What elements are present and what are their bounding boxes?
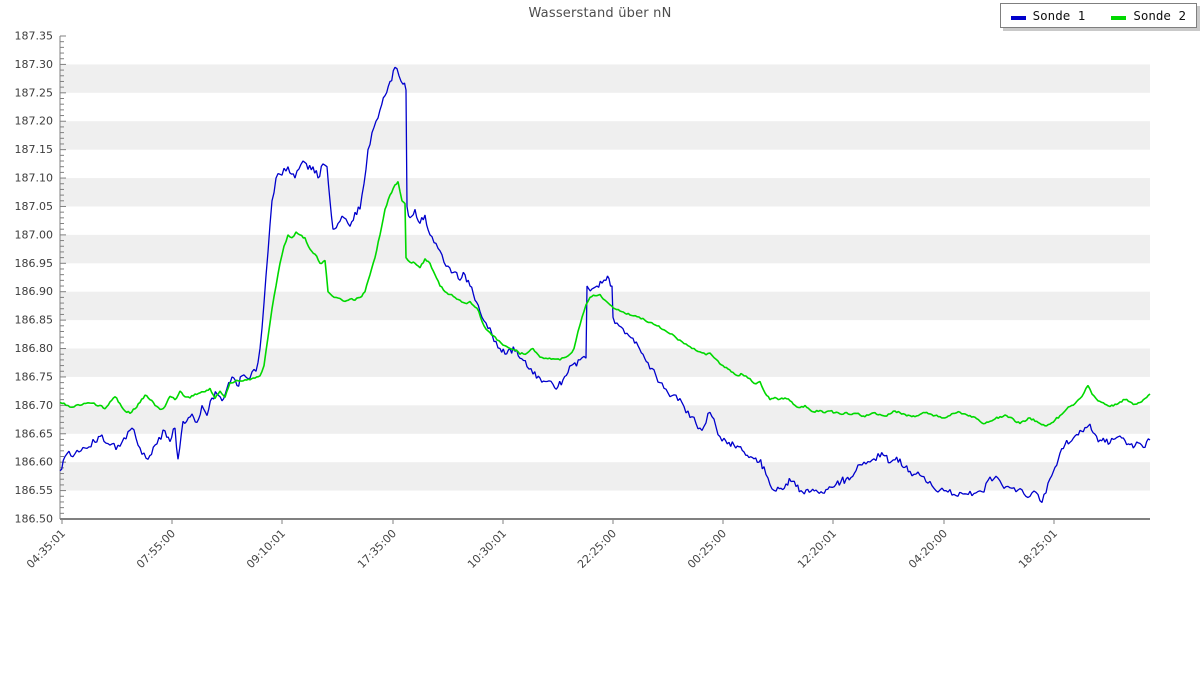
legend-label-sonde-2: Sonde 2 (1133, 8, 1186, 23)
svg-text:186.70: 186.70 (15, 399, 54, 412)
svg-text:04:35:01: 04:35:01 (24, 527, 68, 571)
svg-text:10:30:01: 10:30:01 (465, 527, 509, 571)
legend-label-sonde-1: Sonde 1 (1032, 8, 1086, 23)
svg-text:00:25:00: 00:25:00 (685, 527, 729, 571)
svg-text:186.90: 186.90 (15, 285, 54, 298)
chart-canvas: 186.50 186.55 186.60 186.65 186.70 186.75 186.… (15, 30, 1151, 571)
svg-text:187.10: 187.10 (15, 172, 54, 185)
legend-item-sonde-2: Sonde 2 (1111, 8, 1186, 23)
svg-text:187.15: 187.15 (15, 143, 54, 156)
svg-text:186.80: 186.80 (15, 342, 54, 355)
chart-title: Wasserstand über nN (528, 6, 672, 21)
svg-text:22:25:00: 22:25:00 (575, 527, 619, 571)
svg-text:186.95: 186.95 (15, 257, 54, 270)
svg-text:187.35: 187.35 (15, 30, 54, 43)
svg-text:187.30: 187.30 (15, 58, 54, 71)
svg-text:186.85: 186.85 (15, 314, 54, 327)
svg-text:07:55:00: 07:55:00 (134, 527, 178, 571)
svg-text:187.20: 187.20 (15, 115, 54, 128)
svg-text:187.05: 187.05 (15, 200, 54, 213)
svg-text:186.75: 186.75 (15, 370, 54, 383)
svg-text:186.60: 186.60 (15, 456, 54, 469)
svg-text:187.25: 187.25 (15, 86, 54, 99)
svg-text:04:20:00: 04:20:00 (906, 527, 950, 571)
legend: Sonde 1 Sonde 2 (999, 3, 1197, 28)
svg-text:187.00: 187.00 (15, 228, 54, 241)
legend-marker-sonde-2 (1111, 16, 1127, 20)
svg-text:186.65: 186.65 (15, 427, 54, 440)
svg-text:17:35:00: 17:35:00 (355, 527, 399, 571)
legend-marker-sonde-1 (1010, 16, 1026, 20)
svg-text:186.50: 186.50 (15, 513, 54, 526)
svg-text:09:10:01: 09:10:01 (244, 527, 288, 571)
svg-text:12:20:01: 12:20:01 (795, 527, 839, 571)
legend-item-sonde-1: Sonde 1 (1010, 8, 1086, 23)
svg-text:186.55: 186.55 (15, 484, 54, 497)
svg-text:18:25:01: 18:25:01 (1016, 527, 1060, 571)
